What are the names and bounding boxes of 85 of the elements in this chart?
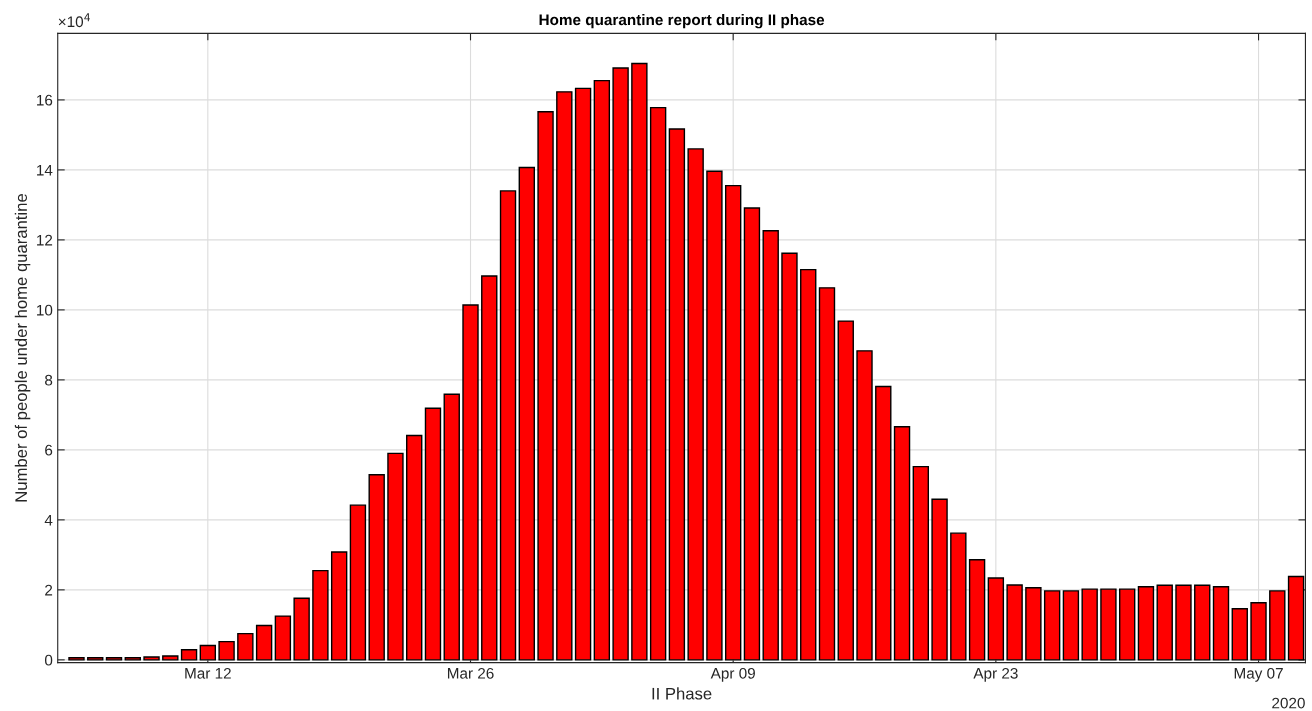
bar [330, 551, 348, 661]
bar [1025, 587, 1042, 661]
x-tick-label: Apr 23 [973, 667, 1018, 682]
bar [687, 148, 704, 661]
bar [481, 275, 498, 661]
y-tick-label: 14 [37, 164, 53, 176]
bar [931, 498, 948, 661]
text: 2020 [1272, 697, 1305, 709]
bar [1156, 584, 1173, 661]
bar [1043, 590, 1061, 661]
bar [1250, 602, 1267, 661]
bar [1175, 584, 1192, 661]
bar [1137, 586, 1155, 661]
bar [218, 640, 235, 661]
bar [406, 434, 423, 661]
bar [631, 62, 648, 661]
bar [237, 632, 254, 661]
bar [875, 385, 892, 661]
bar [499, 190, 517, 661]
bar [837, 320, 854, 661]
bar [1062, 590, 1080, 661]
y-tick-label: 12 [37, 234, 53, 246]
bar [781, 252, 798, 661]
bar [574, 87, 592, 661]
x-tick-label: Apr 09 [710, 667, 755, 682]
bar [518, 166, 535, 661]
bar [968, 559, 986, 661]
bar [762, 230, 779, 661]
bar [293, 597, 310, 661]
y-tick-label: 0 [44, 654, 53, 666]
bar [724, 184, 742, 661]
y-tick-label: 16 [37, 94, 53, 106]
y-tick-label: 4 [44, 514, 53, 526]
bar [1100, 588, 1117, 661]
bar [1269, 590, 1286, 661]
bar [1194, 584, 1211, 661]
bar [818, 287, 836, 661]
bar [312, 569, 329, 661]
bar [368, 474, 385, 661]
bar [649, 106, 667, 661]
y-tick-label: 6 [45, 444, 53, 456]
bar [274, 615, 292, 661]
bar [124, 657, 141, 661]
bar [462, 304, 479, 661]
bar [668, 128, 686, 661]
bar [1006, 584, 1023, 661]
bar [912, 465, 930, 661]
bar [743, 207, 761, 661]
bar [87, 657, 104, 661]
bar [199, 644, 217, 661]
y-tick-label: 10 [37, 304, 53, 316]
bar [1231, 608, 1248, 661]
bar [1287, 575, 1305, 661]
bar [387, 452, 404, 661]
x-tick-label: May 07 [1234, 667, 1283, 682]
y-tick-label: 8 [45, 374, 53, 386]
bar [105, 657, 123, 661]
bar [68, 657, 85, 661]
text: ×10$^{4}$ [58, 13, 90, 28]
x-tick-label: Mar 26 [447, 667, 494, 679]
bar [706, 170, 723, 661]
bar [987, 577, 1005, 661]
bar [424, 407, 442, 661]
bar [556, 91, 573, 661]
bar [443, 393, 460, 661]
bar [800, 268, 817, 661]
bar [593, 79, 611, 661]
y-axis-title: Number of people under home quarantine [14, 194, 31, 502]
bar [143, 656, 160, 661]
bar [1212, 586, 1230, 661]
y-tick-label: 2 [45, 584, 53, 596]
bar [349, 504, 367, 661]
x-axis-title: II Phase [652, 687, 712, 700]
bar [1118, 588, 1136, 661]
bar [950, 532, 967, 661]
bar [537, 111, 554, 661]
bar [856, 350, 873, 661]
bar [612, 67, 629, 661]
bar [893, 426, 911, 661]
x-tick-label: Mar 12 [185, 667, 231, 679]
bar [1081, 588, 1098, 661]
chart-title: Home quarantine report during II phase [539, 14, 825, 29]
bar [180, 649, 198, 661]
bar [255, 624, 273, 661]
bar [162, 655, 179, 661]
